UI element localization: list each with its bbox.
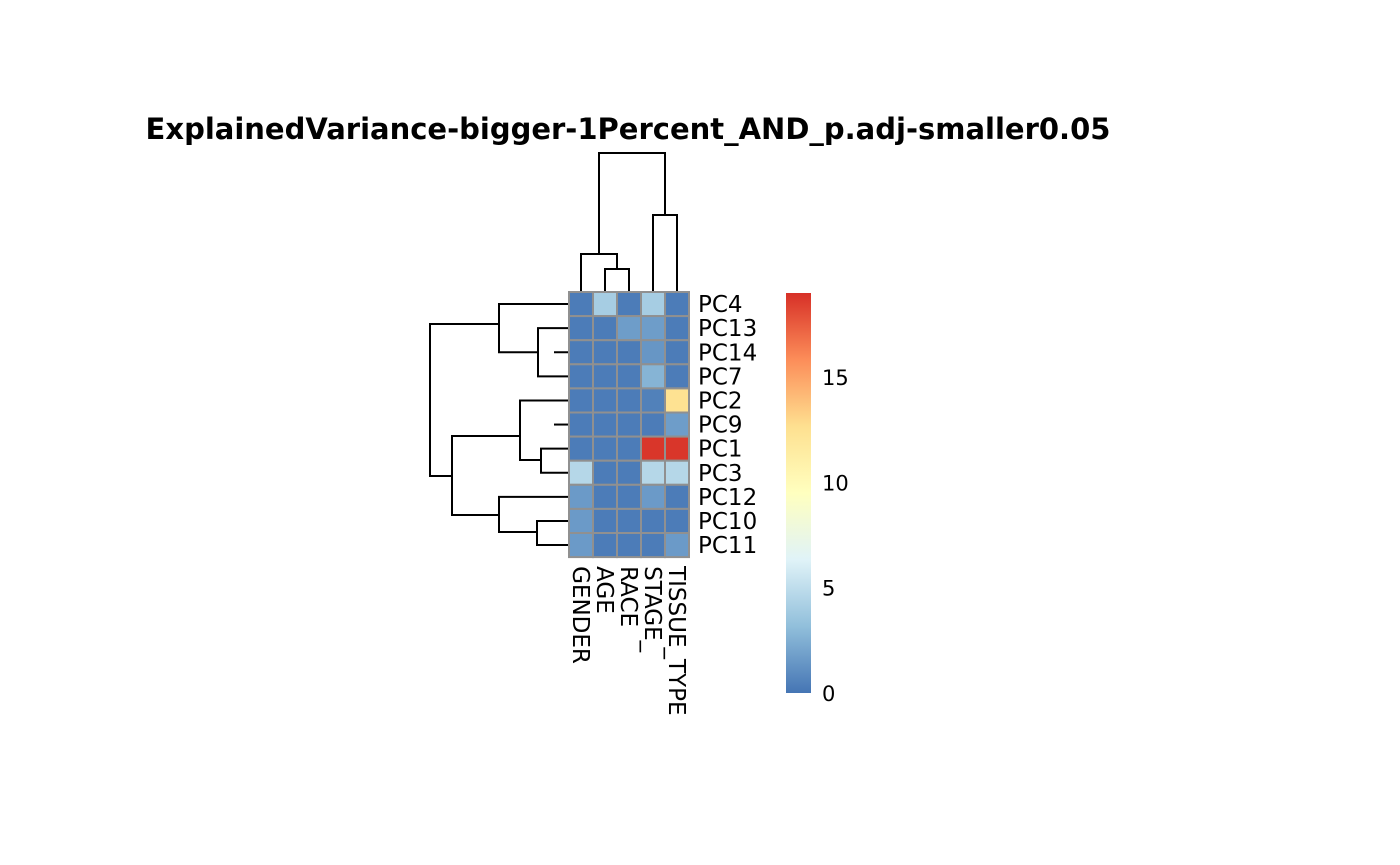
row-dendrogram-branch <box>429 323 499 477</box>
heatmap-cell-PC12-STAGE_ <box>640 483 666 510</box>
row-dendrogram-branch <box>519 399 569 461</box>
column-dendrogram-branch <box>580 253 618 292</box>
heatmap-cell-PC11-GENDER <box>568 532 594 559</box>
heatmap-cell-PC9-AGE <box>592 411 618 438</box>
heatmap-cell-PC12-TISSUE_TYPE <box>664 483 690 510</box>
heatmap-cell-PC4-AGE <box>592 291 618 318</box>
row-label: PC2 <box>698 388 743 414</box>
heatmap-cell-PC13-STAGE_ <box>640 315 666 342</box>
heatmap-cell-PC12-RACE <box>616 483 642 510</box>
heatmap-cell-PC14-GENDER <box>568 339 594 366</box>
heatmap-cell-PC2-STAGE_ <box>640 387 666 414</box>
column-dendrogram-branch <box>652 214 678 292</box>
heatmap-cell-PC3-STAGE_ <box>640 459 666 486</box>
heatmap-cell-PC4-RACE <box>616 291 642 318</box>
heatmap-cell-PC11-STAGE_ <box>640 532 666 559</box>
row-label: PC14 <box>698 340 757 366</box>
heatmap-cell-PC10-GENDER <box>568 507 594 534</box>
heatmap-cell-PC7-RACE <box>616 363 642 390</box>
heatmap-cell-PC3-TISSUE_TYPE <box>664 459 690 486</box>
row-label: PC4 <box>698 292 743 318</box>
heatmap-cell-PC2-RACE <box>616 387 642 414</box>
color-legend: 0 5 10 15 <box>786 293 849 706</box>
column-dendrogram <box>580 152 678 292</box>
row-dendrogram <box>429 303 569 547</box>
heatmap-cell-PC12-AGE <box>592 483 618 510</box>
heatmap-cell-PC14-STAGE_ <box>640 339 666 366</box>
column-label: GENDER <box>567 566 593 664</box>
heatmap-cell-PC14-AGE <box>592 339 618 366</box>
row-dendrogram-branch <box>498 495 569 533</box>
heatmap-cell-PC10-AGE <box>592 507 618 534</box>
heatmap-cell-PC13-AGE <box>592 315 618 342</box>
row-label: PC10 <box>698 509 757 535</box>
heatmap-cell-PC14-TISSUE_TYPE <box>664 339 690 366</box>
row-label: PC11 <box>698 533 757 559</box>
row-label: PC13 <box>698 316 757 342</box>
heatmap-cell-PC13-TISSUE_TYPE <box>664 315 690 342</box>
heatmap-cell-PC4-GENDER <box>568 291 594 318</box>
heatmap-cell-PC7-AGE <box>592 363 618 390</box>
heatmap-cell-PC9-RACE <box>616 411 642 438</box>
row-label: PC12 <box>698 485 757 511</box>
heatmap-cell-PC9-GENDER <box>568 411 594 438</box>
heatmap-cell-PC9-TISSUE_TYPE <box>664 411 690 438</box>
heatmap-cell-PC1-TISSUE_TYPE <box>664 435 690 462</box>
heatmap-cell-PC3-RACE <box>616 459 642 486</box>
heatmap-cell-PC7-TISSUE_TYPE <box>664 363 690 390</box>
heatmap-cell-PC14-RACE <box>616 339 642 366</box>
row-dendrogram-branch <box>451 435 520 516</box>
legend-color-bar <box>786 293 811 693</box>
heatmap-cell-PC3-GENDER <box>568 459 594 486</box>
heatmap-cell-PC11-RACE <box>616 532 642 559</box>
heatmap-cells <box>568 291 690 559</box>
heatmap-cell-PC1-STAGE_ <box>640 435 666 462</box>
column-dendrogram-branch <box>598 152 666 254</box>
heatmap-cell-PC2-GENDER <box>568 387 594 414</box>
row-label: PC1 <box>698 437 743 463</box>
heatmap-cell-PC2-TISSUE_TYPE <box>664 387 690 414</box>
column-label: TISSUE_TYPE <box>663 565 689 715</box>
heatmap-cell-PC9-STAGE_ <box>640 411 666 438</box>
heatmap-cell-PC13-GENDER <box>568 315 594 342</box>
heatmap-cell-PC2-AGE <box>592 387 618 414</box>
chart-title: ExplainedVariance-bigger-1Percent_AND_p.… <box>146 112 1111 146</box>
heatmap-cell-PC4-TISSUE_TYPE <box>664 291 690 318</box>
row-dendrogram-branch <box>536 519 569 547</box>
column-label: RACE <box>615 566 641 627</box>
column-label: STAGE_ <box>639 566 665 653</box>
heatmap-cell-PC7-STAGE_ <box>640 363 666 390</box>
heatmap-cell-PC10-RACE <box>616 507 642 534</box>
legend-tick-label: 0 <box>822 682 835 706</box>
legend-tick-label: 10 <box>822 471 849 495</box>
legend-tick-label: 5 <box>822 577 835 601</box>
legend-tick-label: 15 <box>822 366 849 390</box>
heatmap-cell-PC13-RACE <box>616 315 642 342</box>
heatmap-cell-PC3-AGE <box>592 459 618 486</box>
row-label: PC3 <box>698 461 743 487</box>
column-label: AGE <box>591 566 617 614</box>
heatmap-cell-PC7-GENDER <box>568 363 594 390</box>
heatmap-cell-PC1-RACE <box>616 435 642 462</box>
heatmap-cell-PC12-GENDER <box>568 483 594 510</box>
row-dendrogram-branch <box>540 447 569 474</box>
row-label: PC9 <box>698 413 743 439</box>
heatmap-cell-PC10-TISSUE_TYPE <box>664 507 690 534</box>
heatmap-cell-PC11-AGE <box>592 532 618 559</box>
heatmap-cell-PC11-TISSUE_TYPE <box>664 532 690 559</box>
column-dendrogram-branch <box>604 268 630 292</box>
heatmap-cell-PC1-GENDER <box>568 435 594 462</box>
heatmap-cell-PC4-STAGE_ <box>640 291 666 318</box>
row-label: PC7 <box>698 364 743 390</box>
row-dendrogram-branch <box>498 303 569 354</box>
heatmap-cell-PC10-STAGE_ <box>640 507 666 534</box>
heatmap-cell-PC1-AGE <box>592 435 618 462</box>
